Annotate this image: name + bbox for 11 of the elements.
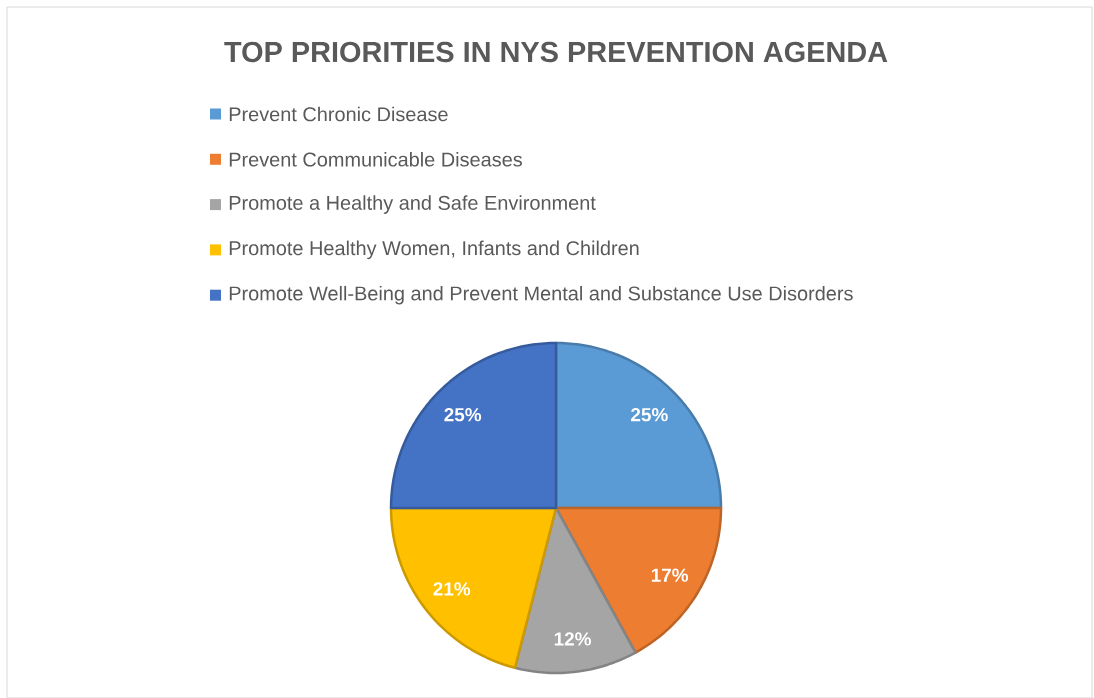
legend-label: Promote Well-Being and Prevent Mental and Substance Use Disorders <box>229 285 853 305</box>
data-label: 12% <box>554 632 591 646</box>
data-label: 25% <box>444 407 482 422</box>
legend-label: Promote a Healthy and Safe Environment <box>229 195 596 214</box>
data-label: 17% <box>651 568 689 582</box>
legend-label: Promote Healthy Women, Infants and Children <box>229 240 639 260</box>
legend-label: Prevent Communicable Diseases <box>229 151 522 167</box>
chart-title: TOP PRIORITIES IN NYS PREVENTION AGENDA <box>224 41 888 63</box>
data-label: 21% <box>433 582 471 596</box>
legend-label: Prevent Chronic Disease <box>229 106 448 122</box>
data-label: 25% <box>631 407 668 422</box>
